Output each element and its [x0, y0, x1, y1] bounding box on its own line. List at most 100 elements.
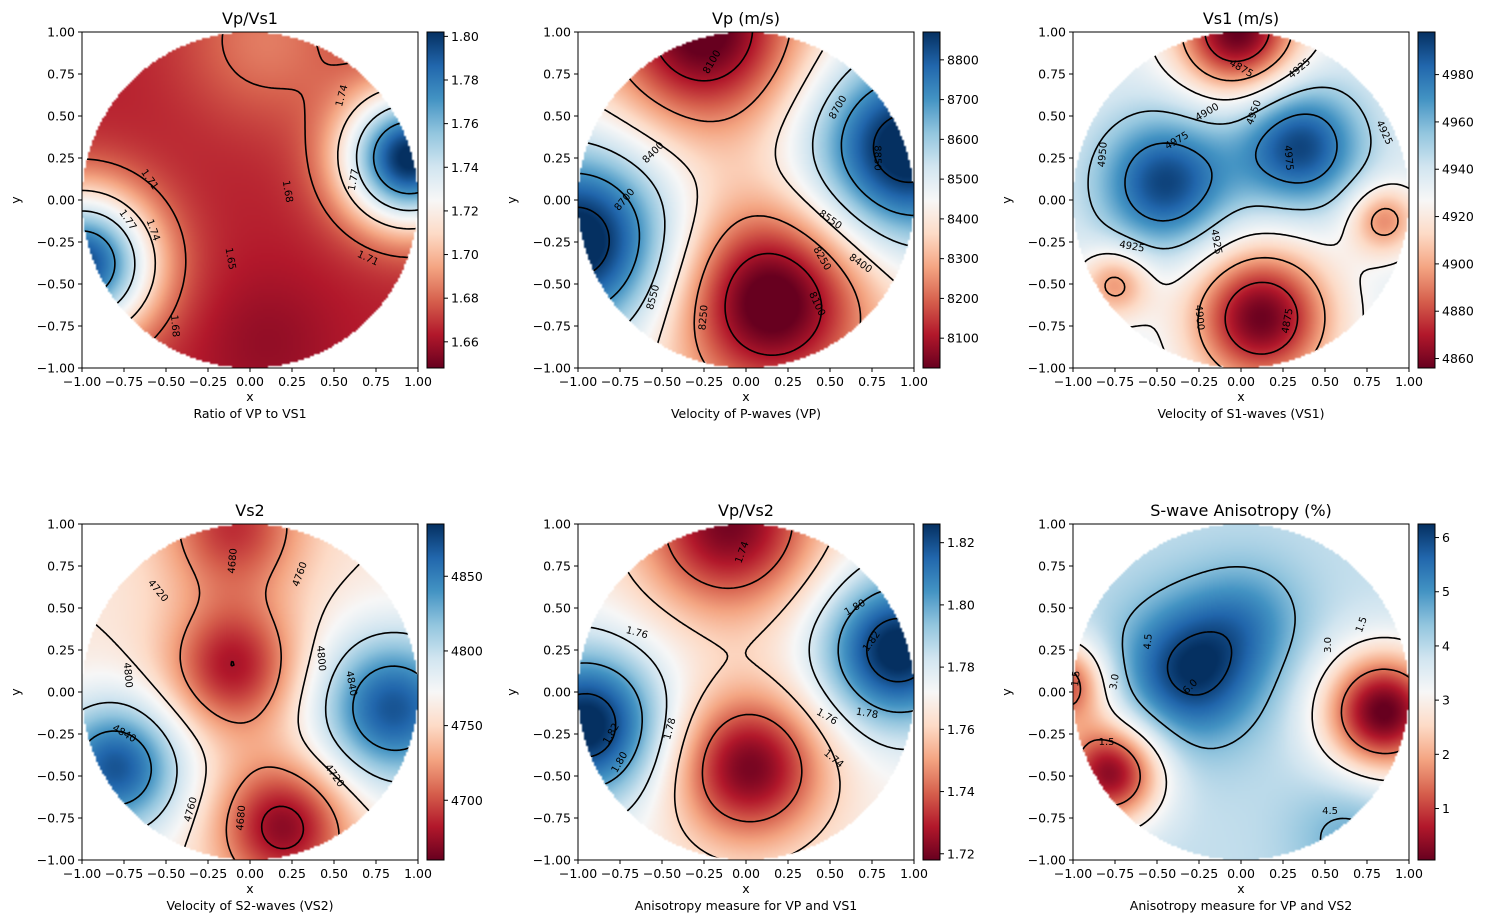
colorbar-tick-label: 5 [1442, 584, 1450, 599]
x-tick-label: 1.00 [404, 866, 432, 881]
contour-label: 8850 [872, 145, 883, 170]
chart-title: Vp/Vs1 [222, 9, 278, 28]
x-axis-label: x [246, 881, 253, 896]
x-tick-label: −0.50 [1138, 866, 1176, 881]
colorbar-tick-label: 4700 [451, 793, 483, 808]
colorbar-tick-label: 4960 [1442, 114, 1474, 129]
x-tick-label: −0.75 [105, 866, 143, 881]
colorbar-tick-label: 1.76 [947, 722, 975, 737]
x-tick-label: 1.00 [1395, 866, 1423, 881]
y-tick-label: −0.50 [37, 769, 75, 784]
contour-label: 4900 [1192, 304, 1205, 330]
y-tick-label: −0.25 [1028, 235, 1066, 250]
y-tick-label: 0.50 [1038, 601, 1066, 616]
contour-label: 1.78 [855, 706, 879, 721]
colorbar-tick-label: 1.80 [947, 597, 975, 612]
x-tick-label: 0.75 [1353, 374, 1381, 389]
y-tick-label: 0.75 [543, 67, 571, 82]
colorbar-tick-label: 2 [1442, 747, 1450, 762]
colorbar-tick-label: 3 [1442, 693, 1450, 708]
contour-label: 4875 [1280, 307, 1295, 334]
x-tick-label: 0.75 [1353, 866, 1381, 881]
y-tick-label: −1.00 [37, 853, 75, 868]
y-tick-label: 0.25 [543, 643, 571, 658]
colorbar-tick-label: 1.74 [947, 784, 975, 799]
x-tick-label: −1.00 [63, 374, 101, 389]
colorbar-tick-label: 4940 [1442, 162, 1474, 177]
y-tick-label: 0.75 [47, 67, 75, 82]
x-tick-label: 0.25 [278, 866, 306, 881]
x-tick-label: −1.00 [1054, 866, 1092, 881]
colorbar-tick-label: 8400 [947, 211, 979, 226]
y-tick-label: 0.25 [1038, 151, 1066, 166]
y-tick-label: 1.00 [1038, 25, 1066, 40]
colorbar-tick-label: 1.80 [451, 29, 479, 44]
x-axis-label: x [246, 389, 253, 404]
contour-label: 3.0 [1323, 637, 1334, 653]
y-tick-label: −0.75 [533, 811, 571, 826]
y-axis-label: y [8, 688, 23, 696]
x-tick-label: −0.75 [601, 374, 639, 389]
y-tick-label: −1.00 [1028, 853, 1066, 868]
y-tick-label: 0.00 [47, 685, 75, 700]
contour-label: 4.5 [1322, 806, 1338, 817]
x-tick-label: −0.25 [189, 866, 227, 881]
y-tick-label: 0.00 [1038, 685, 1066, 700]
x-tick-label: −1.00 [559, 866, 597, 881]
y-tick-label: 0.75 [1038, 559, 1066, 574]
x-tick-label: −0.50 [147, 374, 185, 389]
colorbar-tick-label: 8100 [947, 331, 979, 346]
x-tick-label: −0.75 [601, 866, 639, 881]
y-axis-label: y [504, 196, 519, 204]
colorbar-tick-label: 4750 [451, 718, 483, 733]
contour-label: 4925 [1208, 229, 1223, 256]
y-tick-label: −0.50 [533, 769, 571, 784]
chart-title: S-wave Anisotropy (%) [1150, 501, 1332, 520]
y-tick-label: −0.50 [1028, 277, 1066, 292]
contour-label: 4800 [121, 662, 134, 688]
x-tick-label: 0.25 [774, 374, 802, 389]
contour-label: 4950 [1097, 141, 1110, 167]
y-tick-label: −0.75 [533, 319, 571, 334]
contour-label: 1.65 [222, 247, 237, 271]
y-tick-label: 0.25 [47, 151, 75, 166]
y-tick-label: 0.25 [1038, 643, 1066, 658]
colorbar-tick-label: 6 [1442, 530, 1450, 545]
y-tick-label: 0.75 [1038, 67, 1066, 82]
contour-label: 1.5 [1354, 615, 1370, 634]
x-tick-label: 1.00 [404, 374, 432, 389]
contour-label: 1.5 [1099, 737, 1115, 748]
y-tick-label: −1.00 [1028, 361, 1066, 376]
contour-level [82, 631, 418, 836]
y-tick-label: 0.25 [47, 643, 75, 658]
colorbar-tick-label: 1.78 [451, 73, 479, 88]
colorbar-tick-label: 1.72 [947, 846, 975, 861]
y-tick-label: 1.00 [47, 517, 75, 532]
y-tick-label: −0.25 [37, 235, 75, 250]
contour-level [1124, 113, 1338, 222]
x-tick-label: 0.50 [320, 866, 348, 881]
colorbar [426, 31, 445, 369]
x-tick-label: 1.00 [900, 866, 928, 881]
y-tick-label: 0.50 [1038, 109, 1066, 124]
contour-label: 4680 [227, 548, 240, 574]
x-tick-label: 0.50 [816, 866, 844, 881]
y-tick-label: 0.00 [543, 193, 571, 208]
x-tick-label: −0.75 [105, 374, 143, 389]
contour-label: 4.5 [1142, 633, 1154, 650]
colorbar-tick-label: 4860 [1442, 351, 1474, 366]
x-tick-label: −0.25 [1180, 374, 1218, 389]
y-tick-label: −1.00 [533, 853, 571, 868]
chart-title: Vp/Vs2 [718, 501, 774, 520]
x-tick-label: 0.00 [732, 866, 760, 881]
y-tick-label: 0.50 [543, 601, 571, 616]
chart-title: Vs2 [235, 501, 264, 520]
y-tick-label: −0.75 [37, 319, 75, 334]
contour-lines [578, 524, 914, 860]
y-axis-label: y [8, 196, 23, 204]
y-tick-label: −0.25 [533, 727, 571, 742]
y-tick-label: −0.25 [1028, 727, 1066, 742]
x-tick-label: 0.75 [858, 866, 886, 881]
x-tick-label: −0.75 [1096, 866, 1134, 881]
